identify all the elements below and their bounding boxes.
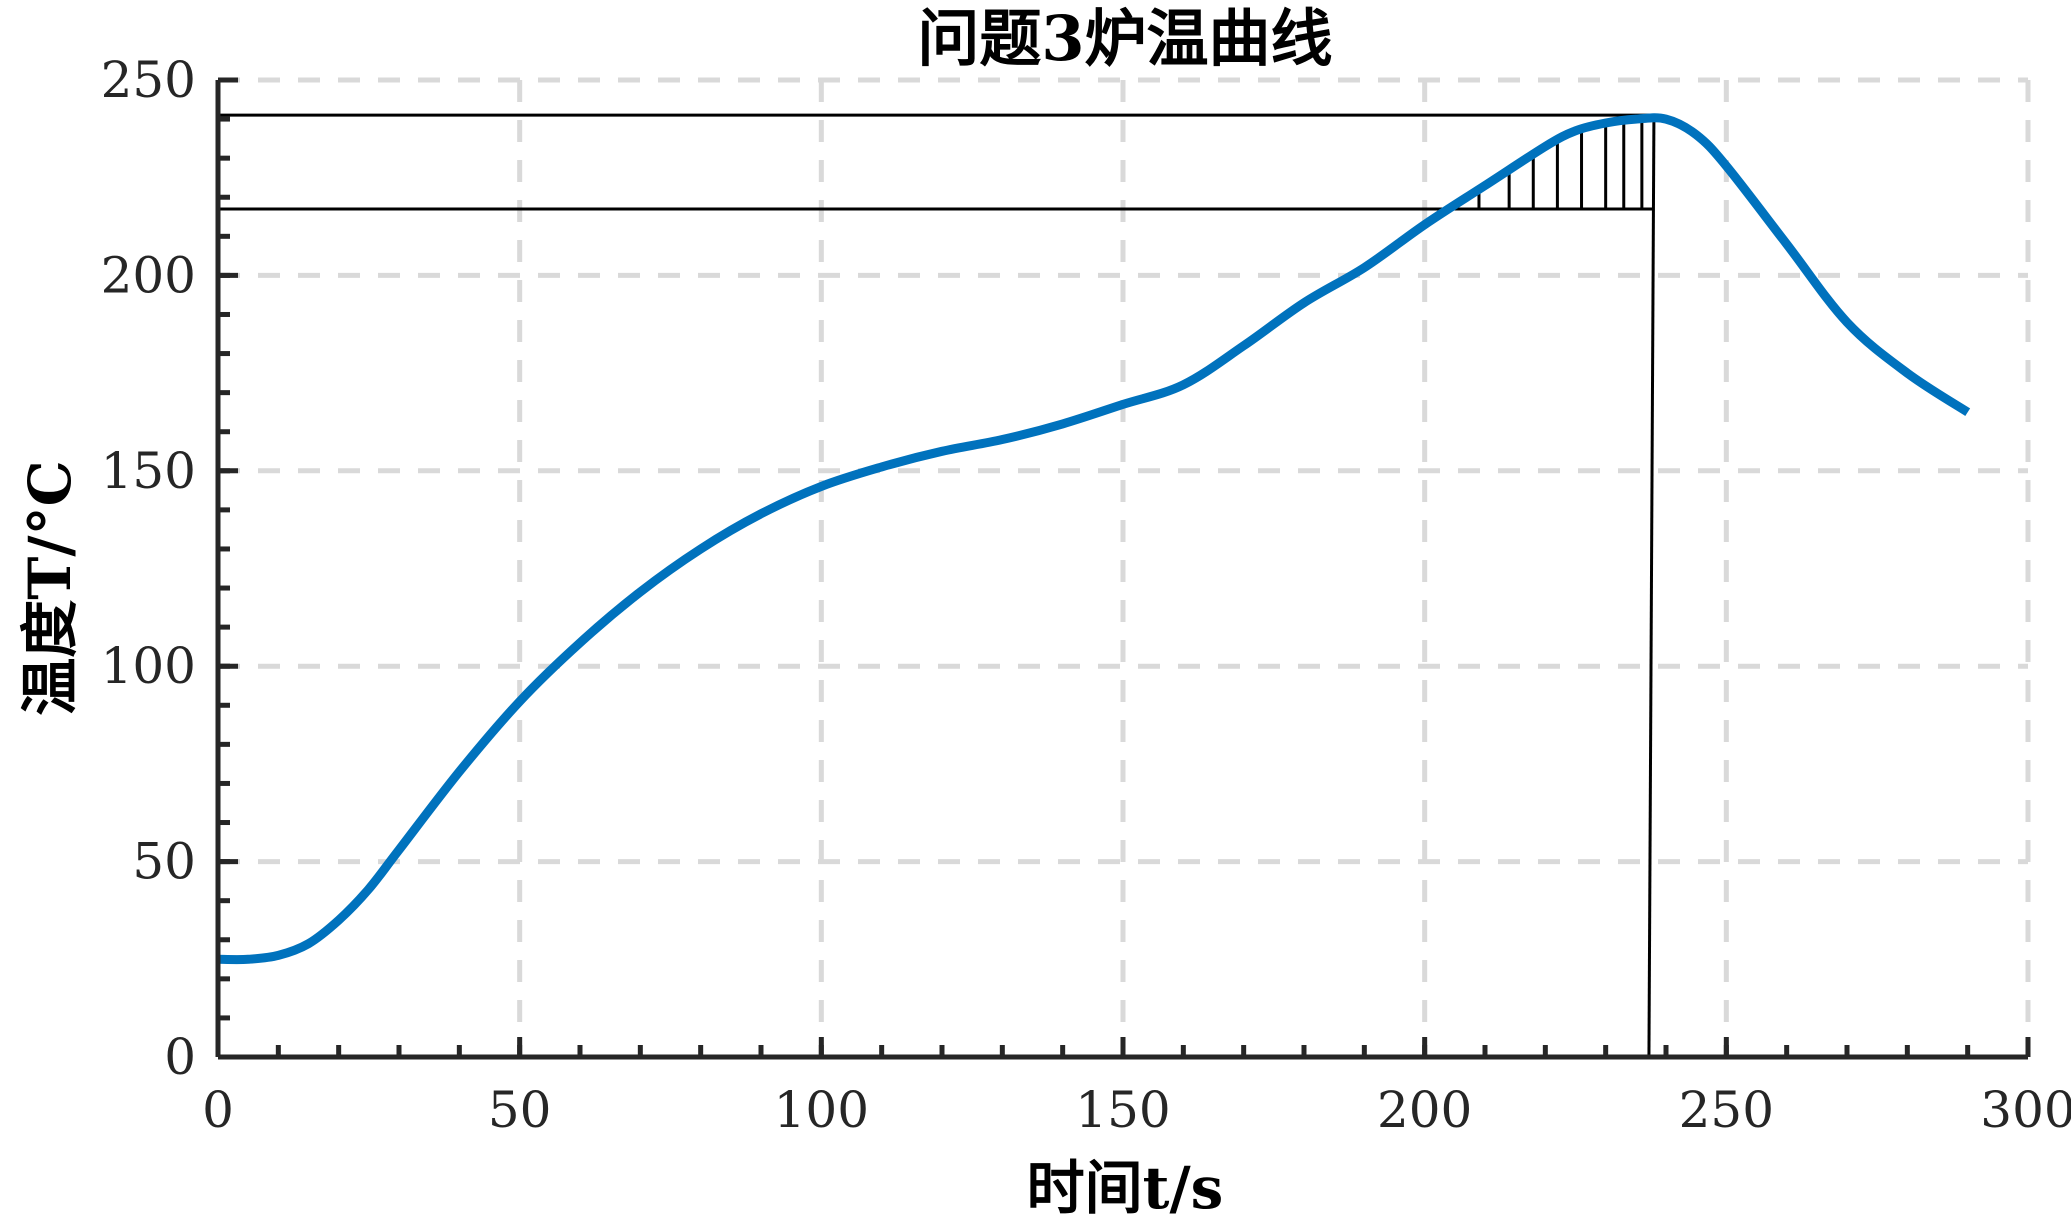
x-tick-label: 200 xyxy=(1377,1081,1472,1139)
axes xyxy=(215,77,2031,1060)
labels: 0 50 100 150 200 250 300 0 50 100 150 200 250 xyxy=(101,51,2071,1139)
reference-lines xyxy=(218,113,1656,1058)
y-tick-label: 50 xyxy=(132,833,196,891)
y-tick-label: 250 xyxy=(101,51,196,109)
y-axis-title: 温度T/°C xyxy=(16,460,84,716)
x-tick-label: 250 xyxy=(1679,1081,1774,1139)
x-tick-label: 150 xyxy=(1075,1081,1170,1139)
y-tick-label: 100 xyxy=(101,637,196,695)
vertical-reference-line xyxy=(1647,115,1656,1058)
x-axis-title: 时间t/s xyxy=(1027,1154,1224,1220)
series-layer xyxy=(217,113,1971,965)
grid-layer xyxy=(218,77,2031,1057)
y-tick-label: 0 xyxy=(164,1028,196,1086)
x-tick-label: 100 xyxy=(774,1081,869,1139)
chart-title: 问题3炉温曲线 xyxy=(917,2,1332,75)
temperature-curve xyxy=(217,113,1971,965)
x-tick-label: 0 xyxy=(202,1081,234,1139)
y-tick-label: 150 xyxy=(101,442,196,500)
x-tick-label: 50 xyxy=(488,1081,552,1139)
x-tick-label: 300 xyxy=(1980,1081,2071,1139)
y-tick-label: 200 xyxy=(101,246,196,304)
